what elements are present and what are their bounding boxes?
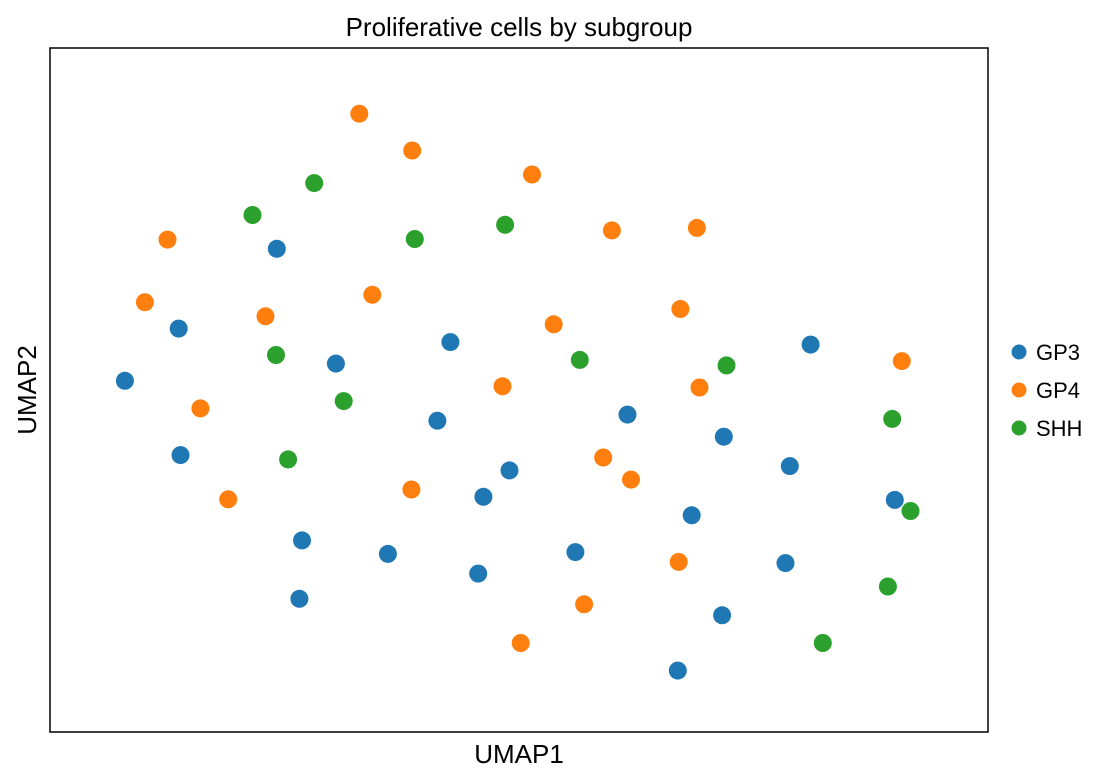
point-shh-1 [243, 206, 262, 224]
point-gp4-7 [256, 307, 275, 326]
legend-marker-gp4 [1011, 382, 1027, 398]
legend-entry-gp3: GP3 [1011, 340, 1080, 365]
point-gp4-8 [363, 285, 382, 304]
legend-label-shh: SHH [1036, 416, 1082, 441]
point-gp3-4 [293, 531, 311, 550]
point-gp3-3 [267, 239, 286, 258]
point-shh-12 [813, 634, 832, 652]
point-gp3-6 [326, 354, 345, 373]
point-gp3-16 [682, 506, 701, 525]
point-gp3-13 [566, 543, 585, 562]
point-gp3-0 [115, 371, 134, 390]
point-gp4-4 [687, 218, 706, 237]
point-gp4-2 [523, 165, 541, 184]
point-gp3-10 [469, 564, 488, 583]
point-gp4-21 [511, 634, 530, 652]
point-gp3-20 [780, 457, 799, 476]
point-gp4-13 [690, 378, 709, 397]
point-gp3-18 [714, 427, 733, 446]
point-gp4-6 [135, 293, 154, 312]
chart-title: Proliferative cells by subgroup [346, 12, 693, 42]
point-gp3-22 [885, 490, 904, 509]
point-gp3-8 [428, 411, 447, 430]
point-gp4-1 [403, 141, 422, 160]
point-gp4-3 [602, 221, 621, 240]
point-shh-2 [405, 230, 424, 248]
point-gp3-14 [618, 405, 637, 424]
y-axis-label: UMAP2 [12, 345, 42, 435]
point-shh-6 [717, 356, 736, 375]
point-shh-11 [878, 577, 897, 596]
point-gp3-2 [171, 446, 190, 465]
point-gp3-12 [500, 461, 519, 480]
point-shh-5 [570, 350, 589, 369]
legend-marker-shh [1011, 420, 1027, 436]
point-gp4-16 [622, 470, 640, 489]
point-gp4-17 [219, 490, 238, 509]
point-gp3-21 [801, 335, 820, 354]
legend-entry-shh: SHH [1011, 416, 1082, 441]
point-gp3-19 [776, 554, 795, 573]
plot-frame [49, 47, 989, 733]
point-gp4-0 [350, 104, 369, 123]
data-points [115, 104, 920, 680]
point-gp4-12 [493, 377, 512, 396]
point-shh-10 [901, 502, 920, 520]
point-gp4-15 [594, 448, 613, 467]
legend-marker-gp3 [1011, 344, 1027, 360]
x-axis-label: UMAP1 [474, 739, 564, 769]
point-gp3-1 [169, 319, 188, 338]
point-gp3-15 [668, 661, 687, 680]
point-shh-0 [305, 174, 324, 193]
point-gp3-7 [378, 544, 397, 563]
point-gp3-9 [441, 333, 460, 352]
point-gp4-18 [402, 480, 421, 499]
point-shh-4 [267, 346, 285, 364]
point-shh-9 [883, 409, 902, 428]
point-shh-8 [279, 450, 298, 469]
point-gp3-5 [290, 589, 309, 608]
legend: GP3 GP4 SHH [1011, 340, 1082, 441]
point-gp4-20 [575, 595, 594, 614]
point-gp4-10 [671, 300, 690, 318]
point-shh-7 [334, 392, 353, 411]
point-gp4-9 [544, 315, 563, 334]
legend-label-gp3: GP3 [1036, 340, 1080, 365]
point-gp4-14 [191, 399, 210, 418]
legend-label-gp4: GP4 [1036, 378, 1080, 403]
point-shh-3 [496, 215, 515, 234]
point-gp3-17 [713, 606, 732, 625]
point-gp3-11 [474, 487, 493, 506]
legend-entry-gp4: GP4 [1011, 378, 1080, 403]
point-gp4-19 [669, 552, 688, 571]
point-gp4-5 [158, 230, 177, 249]
point-gp4-11 [892, 352, 911, 371]
